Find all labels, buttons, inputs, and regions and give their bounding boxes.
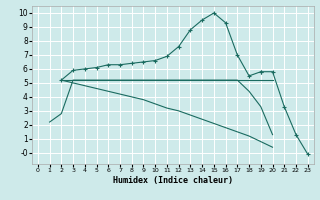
- X-axis label: Humidex (Indice chaleur): Humidex (Indice chaleur): [113, 176, 233, 185]
